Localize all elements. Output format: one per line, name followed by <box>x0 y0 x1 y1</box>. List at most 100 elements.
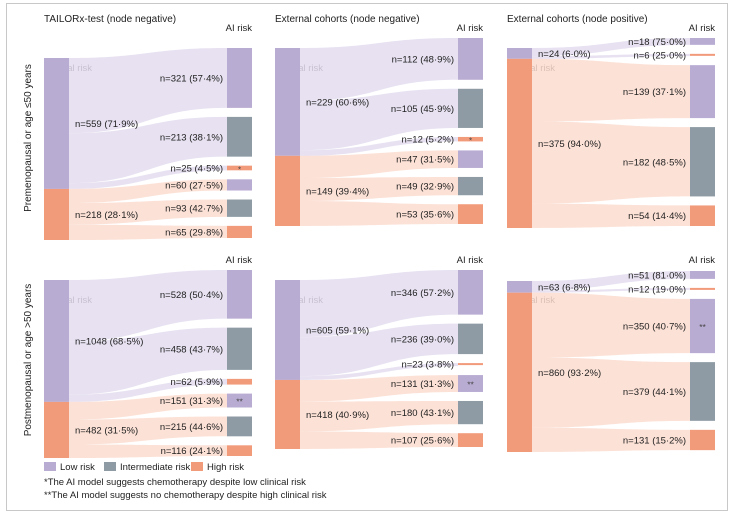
ai-node-label: n=458 (43·7%) <box>160 344 223 355</box>
footnote-single-star: *The AI model suggests chemotherapy desp… <box>44 477 306 488</box>
ai-node-label: n=54 (14·4%) <box>628 211 686 222</box>
sankey-flow-low-to-intermediate <box>300 88 458 151</box>
sankey-flow-high-to-high <box>300 431 458 449</box>
ai-node-label: n=350 (40·7%) <box>623 322 686 333</box>
ai-node-high-to-intermediate <box>690 127 715 197</box>
panel-title-tailorx: TAILORx-test (node negative) <box>44 14 176 25</box>
ai-node-label: n=107 (25·6%) <box>391 436 454 447</box>
legend-swatch-intermediate <box>104 462 116 471</box>
legend: Low risk Intermediate risk High risk <box>44 462 244 473</box>
clinical-node-label-high: n=418 (40·9%) <box>306 410 369 421</box>
clinical-node-label-low: n=24 (6·0%) <box>538 49 591 60</box>
ai-node-label: n=528 (50·4%) <box>160 290 223 301</box>
ai-node-low-to-low <box>458 270 483 315</box>
clinical-node-low <box>44 280 69 402</box>
sankey-flow-high-to-high <box>69 444 227 458</box>
ai-node-high-to-intermediate <box>458 176 483 196</box>
legend-swatch-low <box>44 462 56 471</box>
clinical-node-high <box>275 155 300 226</box>
ai-node-label: n=213 (38·1%) <box>160 132 223 143</box>
ai-node-high-to-high <box>458 204 483 224</box>
ai-node-low-to-low <box>690 271 715 279</box>
ai-node-label: n=23 (3·8%) <box>401 360 454 371</box>
clinical-node-high <box>44 188 69 240</box>
sankey-flow-low-to-high <box>300 363 458 380</box>
sankey-flow-low-to-low <box>300 38 458 101</box>
panel-title-external-node-negative: External cohorts (node negative) <box>275 14 420 25</box>
ai-node-high-to-intermediate <box>227 416 252 437</box>
ai-node-high-to-low <box>690 65 715 119</box>
clinical-node-label-low: n=1048 (68·5%) <box>75 336 143 347</box>
ai-node-label: n=215 (44·6%) <box>160 422 223 433</box>
ai-node-low-to-high <box>458 363 483 366</box>
clinical-node-label-low: n=559 (71·9%) <box>75 119 138 130</box>
clinical-node-label-high: n=149 (39·4%) <box>306 186 369 197</box>
ai-node-high-to-low <box>690 298 715 354</box>
ai-node-label: n=180 (43·1%) <box>391 408 454 419</box>
sankey-flow-low-to-intermediate <box>300 323 458 377</box>
ai-node-low-to-high <box>690 53 715 56</box>
sankey-flow-low-to-high <box>532 53 690 59</box>
sankey-flow-low-to-intermediate <box>69 116 227 184</box>
ai-node-label: n=12 (19·0%) <box>628 284 686 295</box>
ai-node-high-to-low <box>458 375 483 392</box>
sankey-flow-high-to-intermediate <box>300 176 458 202</box>
ai-node-high-to-low <box>227 393 252 408</box>
ai-node-label: n=105 (45·9%) <box>391 104 454 115</box>
ai-node-high-to-high <box>690 205 715 226</box>
ai-node-high-to-intermediate <box>458 400 483 425</box>
sankey-flow-low-to-low <box>532 271 690 291</box>
ai-node-low-to-high <box>227 165 252 171</box>
sankey-flow-low-to-low <box>69 270 227 342</box>
ai-risk-heading: AI risk <box>689 23 716 34</box>
ai-node-label: n=47 (31·5%) <box>396 155 454 166</box>
ai-risk-heading: AI risk <box>689 255 716 266</box>
ai-node-label: n=112 (48·9%) <box>392 54 454 65</box>
clinical-node-low <box>44 58 69 189</box>
ai-node-label: n=131 (31·3%) <box>391 379 454 390</box>
sankey-flow-high-to-low <box>69 179 227 203</box>
clinical-node-label-high: n=482 (31·5%) <box>75 425 138 436</box>
ai-node-label: n=379 (44·1%) <box>623 387 686 398</box>
clinical-node-low <box>507 281 532 293</box>
clinical-node-label-low: n=605 (59·1%) <box>306 325 369 336</box>
ai-node-label: n=12 (5·2%) <box>401 135 454 146</box>
ai-node-low-to-low <box>690 38 715 45</box>
row-label-postmenopausal: Postmenopausal or age >50 years <box>23 284 34 437</box>
ai-node-label: n=151 (31·3%) <box>160 396 223 407</box>
ai-risk-heading: AI risk <box>457 255 484 266</box>
annotation-mark: ** <box>467 380 474 390</box>
sankey-flow-low-to-intermediate <box>69 327 227 395</box>
ai-node-label: n=346 (57·2%) <box>391 288 454 299</box>
ai-node-high-to-low <box>458 150 483 168</box>
ai-node-low-to-intermediate <box>227 327 252 370</box>
sankey-flow-high-to-intermediate <box>532 121 690 204</box>
ai-node-high-to-high <box>227 445 252 456</box>
annotation-mark: * <box>238 165 241 174</box>
ai-node-label: n=25 (4·5%) <box>170 163 223 174</box>
annotation-mark: ** <box>699 322 706 332</box>
ai-node-high-to-low <box>227 179 252 191</box>
sankey-flow-high-to-intermediate <box>69 416 227 445</box>
ai-node-low-to-high <box>690 287 715 290</box>
sankey-flow-high-to-high <box>69 224 227 240</box>
panel-title-external-node-positive: External cohorts (node positive) <box>507 14 648 25</box>
ai-node-label: n=51 (81·0%) <box>628 270 686 281</box>
sankey-flow-high-to-low <box>532 58 690 122</box>
sankey-flow-high-to-high <box>532 427 690 452</box>
sankey-flow-high-to-high <box>300 201 458 226</box>
ai-node-low-to-high <box>458 136 483 142</box>
clinical-node-label-high: n=375 (94·0%) <box>538 139 601 150</box>
ai-node-label: n=60 (27·5%) <box>165 180 223 191</box>
ai-node-low-to-low <box>227 48 252 108</box>
ai-node-low-to-high <box>227 378 252 385</box>
sankey-flow-high-to-intermediate <box>532 357 690 428</box>
figure-border <box>6 3 728 511</box>
sankey-flow-high-to-low <box>300 375 458 402</box>
